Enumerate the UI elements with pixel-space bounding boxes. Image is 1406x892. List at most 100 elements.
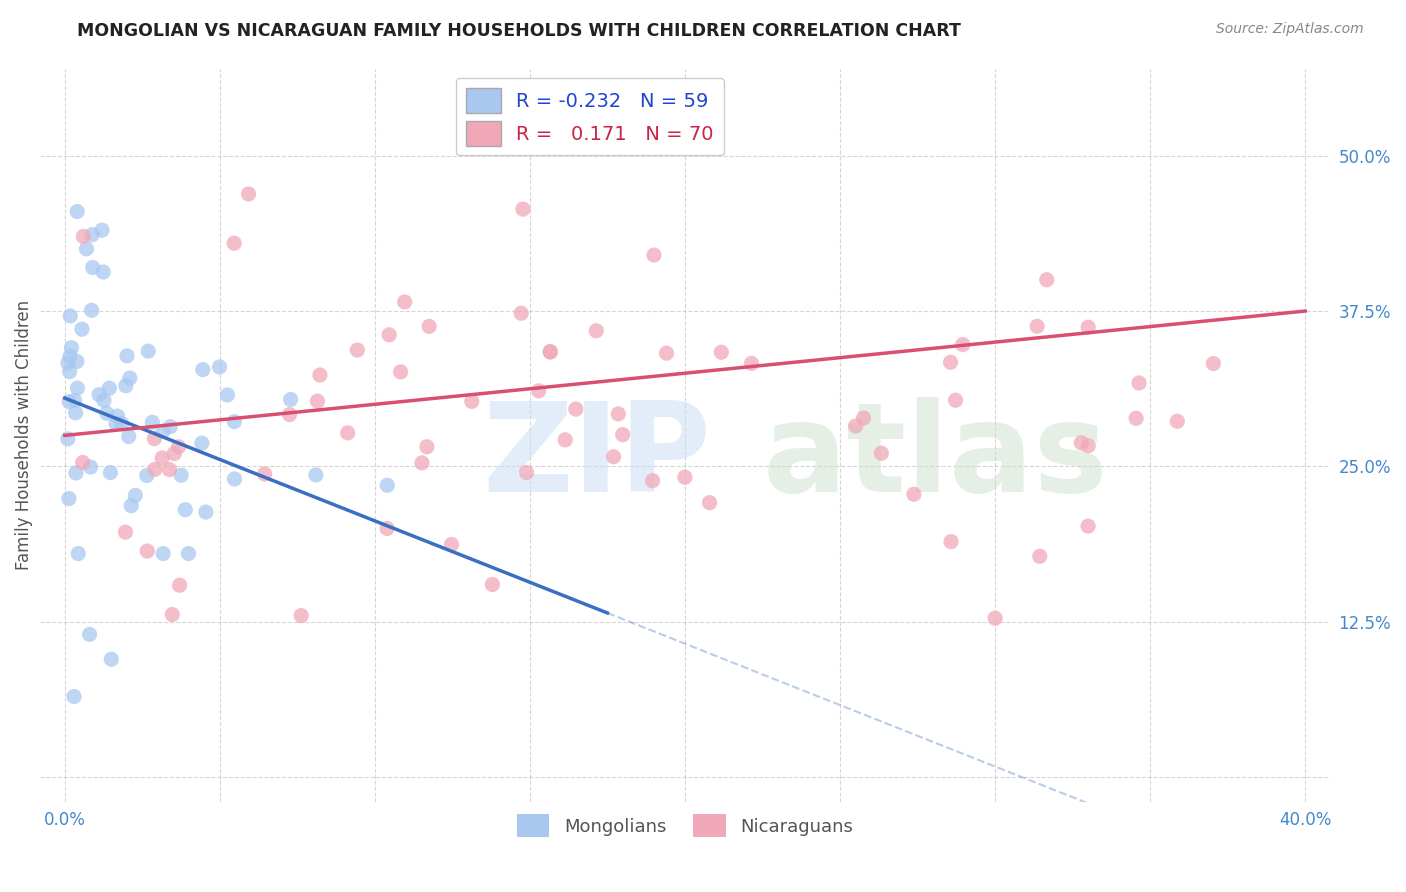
Point xyxy=(136,544,159,558)
Point xyxy=(174,502,197,516)
Point xyxy=(194,505,217,519)
Point xyxy=(346,343,368,357)
Point xyxy=(612,427,634,442)
Point xyxy=(191,362,214,376)
Point xyxy=(309,368,332,382)
Point xyxy=(1128,376,1150,390)
Point xyxy=(710,345,733,359)
Point xyxy=(114,378,136,392)
Point xyxy=(416,440,439,454)
Point xyxy=(527,384,550,398)
Point xyxy=(118,429,141,443)
Point xyxy=(903,487,925,501)
Point xyxy=(1202,357,1225,371)
Point xyxy=(538,344,561,359)
Point xyxy=(141,415,163,429)
Point xyxy=(336,425,359,440)
Point xyxy=(238,186,260,201)
Point xyxy=(65,406,87,420)
Point xyxy=(307,394,329,409)
Point xyxy=(67,547,90,561)
Point xyxy=(278,408,301,422)
Point xyxy=(93,393,115,408)
Point xyxy=(1026,319,1049,334)
Point xyxy=(79,627,101,641)
Point xyxy=(136,344,159,359)
Point xyxy=(952,337,974,351)
Point xyxy=(378,327,401,342)
Point xyxy=(643,248,665,262)
Point xyxy=(554,433,576,447)
Point xyxy=(58,365,80,379)
Point xyxy=(100,466,122,480)
Point xyxy=(56,432,79,446)
Text: ZIP: ZIP xyxy=(482,397,711,518)
Point xyxy=(150,450,173,465)
Point xyxy=(411,456,433,470)
Point xyxy=(565,402,588,417)
Point xyxy=(63,690,86,704)
Point xyxy=(76,242,98,256)
Point xyxy=(741,356,763,370)
Point xyxy=(70,322,93,336)
Point xyxy=(191,436,214,450)
Point xyxy=(305,467,328,482)
Point xyxy=(516,466,538,480)
Point xyxy=(152,424,174,438)
Point xyxy=(939,534,962,549)
Point xyxy=(59,309,82,323)
Point xyxy=(440,537,463,551)
Point xyxy=(852,411,875,425)
Point xyxy=(66,381,89,395)
Point xyxy=(224,472,246,486)
Point xyxy=(512,202,534,216)
Point xyxy=(1070,436,1092,450)
Point xyxy=(1036,273,1059,287)
Point xyxy=(389,365,412,379)
Point xyxy=(1077,519,1099,533)
Text: Source: ZipAtlas.com: Source: ZipAtlas.com xyxy=(1216,22,1364,37)
Text: MONGOLIAN VS NICARAGUAN FAMILY HOUSEHOLDS WITH CHILDREN CORRELATION CHART: MONGOLIAN VS NICARAGUAN FAMILY HOUSEHOLD… xyxy=(77,22,962,40)
Point xyxy=(939,355,962,369)
Point xyxy=(80,303,103,318)
Point xyxy=(162,607,184,622)
Point xyxy=(167,440,190,454)
Point xyxy=(170,468,193,483)
Point xyxy=(124,488,146,502)
Point xyxy=(87,387,110,401)
Point xyxy=(56,356,79,370)
Point xyxy=(481,577,503,591)
Point xyxy=(79,460,101,475)
Point xyxy=(58,491,80,506)
Point xyxy=(152,547,174,561)
Point xyxy=(60,341,83,355)
Point xyxy=(107,409,129,423)
Point xyxy=(177,547,200,561)
Point xyxy=(870,446,893,460)
Point xyxy=(699,495,721,509)
Point xyxy=(91,223,114,237)
Point xyxy=(1077,320,1099,334)
Point xyxy=(65,466,87,480)
Point xyxy=(253,467,276,481)
Point xyxy=(375,478,398,492)
Point xyxy=(394,295,416,310)
Point xyxy=(655,346,678,360)
Point xyxy=(585,324,607,338)
Point xyxy=(538,345,561,359)
Point xyxy=(375,521,398,535)
Point xyxy=(224,236,246,251)
Text: atlas: atlas xyxy=(762,397,1108,518)
Point xyxy=(58,394,80,409)
Point xyxy=(1166,414,1188,428)
Point xyxy=(418,319,440,334)
Y-axis label: Family Households with Children: Family Households with Children xyxy=(15,301,32,571)
Point xyxy=(984,611,1007,625)
Point xyxy=(135,468,157,483)
Point xyxy=(96,406,118,420)
Point xyxy=(602,450,624,464)
Point xyxy=(105,417,128,431)
Point xyxy=(118,371,141,385)
Point xyxy=(143,432,166,446)
Point xyxy=(63,393,86,408)
